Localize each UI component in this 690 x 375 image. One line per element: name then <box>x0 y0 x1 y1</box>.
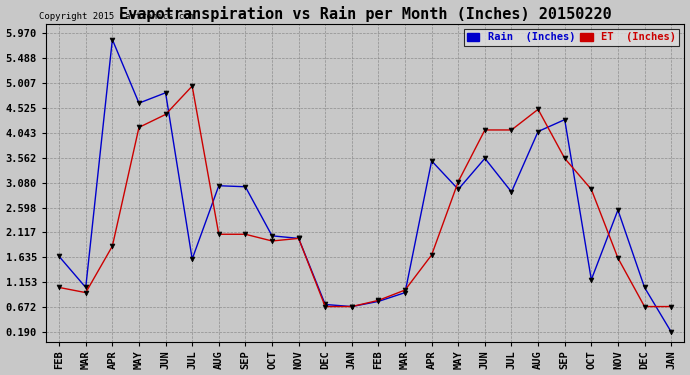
Legend: Rain  (Inches), ET  (Inches): Rain (Inches), ET (Inches) <box>464 29 679 46</box>
Text: Copyright 2015 Cartronics.com: Copyright 2015 Cartronics.com <box>39 12 195 21</box>
Title: Evapotranspiration vs Rain per Month (Inches) 20150220: Evapotranspiration vs Rain per Month (In… <box>119 6 611 21</box>
